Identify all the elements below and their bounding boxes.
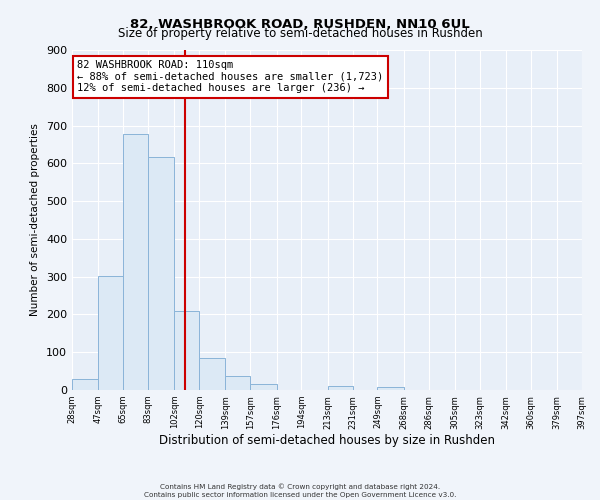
Bar (148, 158, 174, 390)
Bar (199, 358, 226, 390)
Bar (377, 387, 404, 390)
Text: 82 WASHBROOK ROAD: 110sqm
← 88% of semi-detached houses are smaller (1,723)
12% : 82 WASHBROOK ROAD: 110sqm ← 88% of semi-… (77, 60, 383, 94)
Bar (98, 276, 123, 390)
Bar (123, 134, 148, 390)
Text: 82, WASHBROOK ROAD, RUSHDEN, NN10 6UL: 82, WASHBROOK ROAD, RUSHDEN, NN10 6UL (130, 18, 470, 30)
Bar (250, 384, 277, 390)
Bar (72, 378, 98, 390)
Text: Size of property relative to semi-detached houses in Rushden: Size of property relative to semi-detach… (118, 28, 482, 40)
X-axis label: Distribution of semi-detached houses by size in Rushden: Distribution of semi-detached houses by … (159, 434, 495, 448)
Bar (328, 386, 353, 390)
Bar (174, 312, 199, 390)
Y-axis label: Number of semi-detached properties: Number of semi-detached properties (31, 124, 40, 316)
Text: Contains HM Land Registry data © Crown copyright and database right 2024.
Contai: Contains HM Land Registry data © Crown c… (144, 484, 456, 498)
Bar (226, 376, 250, 390)
